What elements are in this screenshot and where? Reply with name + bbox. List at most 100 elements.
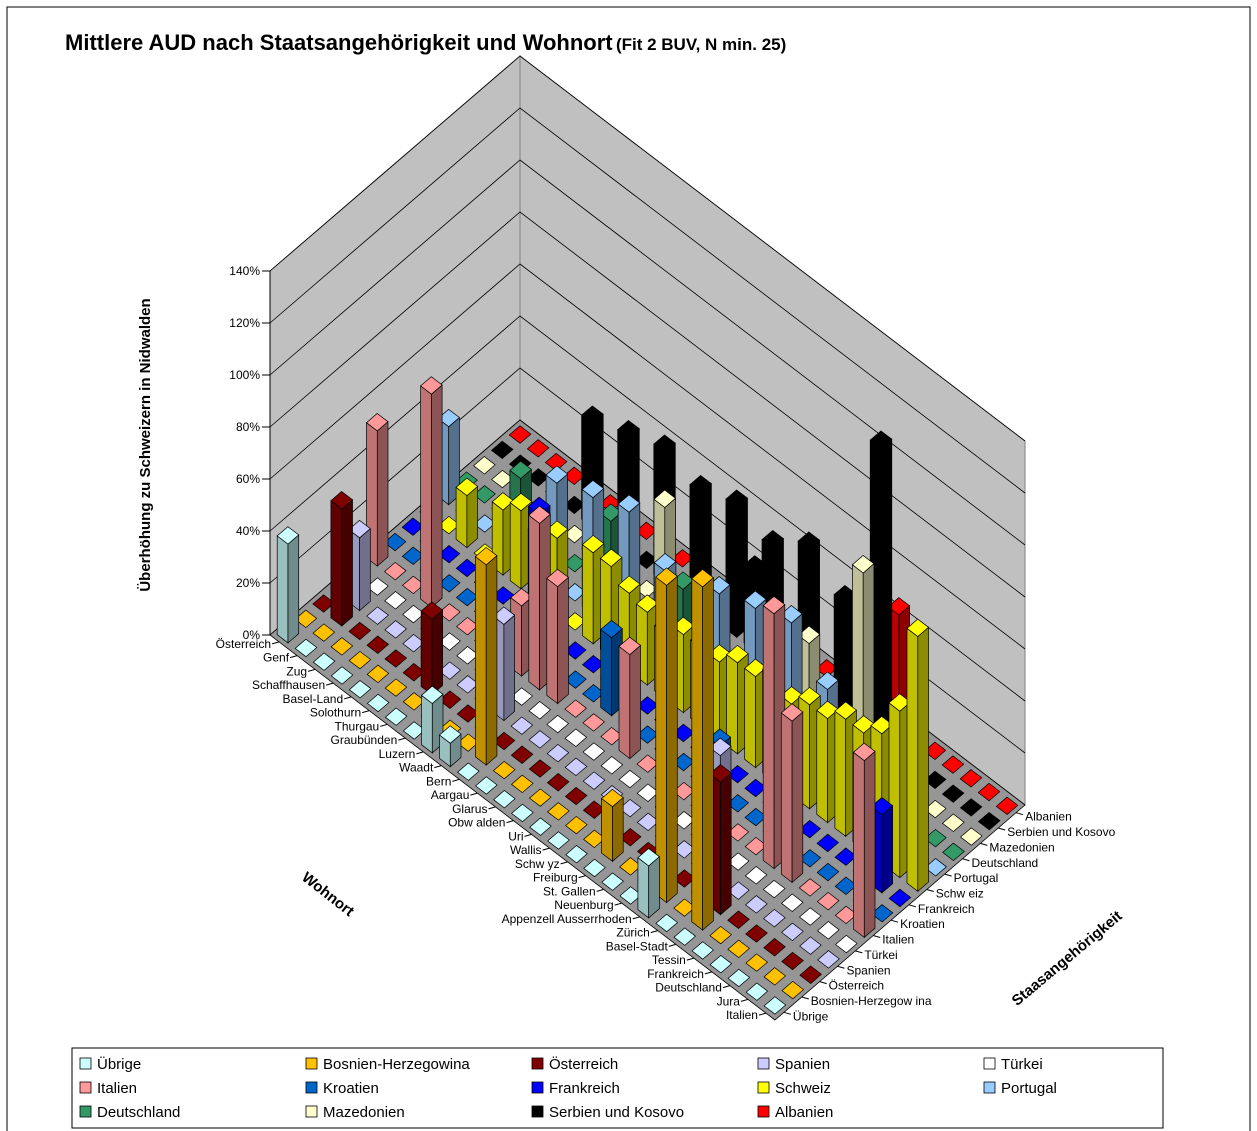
bar xyxy=(835,934,858,954)
bar xyxy=(330,637,354,656)
x-tick-label: Appenzell Ausserrhoden xyxy=(502,912,632,926)
bar-top xyxy=(852,742,876,762)
bar xyxy=(366,606,389,625)
x-tick-label: Italien xyxy=(726,1008,758,1022)
bar-top xyxy=(366,606,389,625)
bar xyxy=(781,922,804,942)
bar-top xyxy=(816,921,840,940)
bar-top xyxy=(582,771,606,790)
bar-top xyxy=(798,907,822,926)
bar-left-face xyxy=(455,486,468,549)
bar-top xyxy=(941,755,965,774)
x-tick xyxy=(271,641,280,645)
bar xyxy=(618,636,642,760)
bar-top xyxy=(581,405,604,424)
bar xyxy=(401,517,425,536)
bar-top xyxy=(780,703,804,722)
bar xyxy=(456,762,480,781)
bar-top xyxy=(546,802,570,821)
y-tick-label: 40% xyxy=(236,524,260,538)
bar-top xyxy=(493,790,516,809)
bar-top xyxy=(509,460,532,480)
bar xyxy=(691,568,714,931)
bar-top xyxy=(581,479,605,499)
bar-right-face xyxy=(503,614,515,722)
x-tick xyxy=(740,998,749,1002)
bar-top xyxy=(799,936,822,955)
y-tick-label: 100% xyxy=(229,368,260,382)
bar-left-face xyxy=(601,797,613,863)
bar-top xyxy=(564,728,588,747)
legend-swatch xyxy=(983,1081,996,1094)
bar xyxy=(763,967,787,986)
bar xyxy=(528,730,552,749)
bar-left-face xyxy=(853,751,865,939)
bar-top xyxy=(816,891,840,911)
bar-left-face xyxy=(816,709,828,824)
bar-top xyxy=(330,637,354,656)
bar xyxy=(456,675,480,694)
bar xyxy=(510,774,534,794)
bar xyxy=(547,831,570,850)
bar xyxy=(455,477,479,549)
bar xyxy=(348,650,372,670)
bar-top xyxy=(473,456,496,475)
legend-swatch xyxy=(305,1105,318,1118)
bar xyxy=(330,666,354,685)
bar-top xyxy=(366,693,390,713)
bar-top xyxy=(995,796,1019,815)
bar-top xyxy=(744,778,767,798)
x-tick xyxy=(344,696,352,700)
bar-left-face xyxy=(546,577,558,705)
bar-top xyxy=(510,745,534,764)
x-tick-label: Tessin xyxy=(652,953,686,967)
bar xyxy=(420,376,443,609)
x-tick-label: Deutschland xyxy=(655,981,722,995)
bar-top xyxy=(384,649,408,668)
z-tick-label: Serbien und Kosovo xyxy=(1007,825,1115,839)
x-tick-label: Neuenburg xyxy=(554,898,613,912)
z-tick-label: Albanien xyxy=(1025,810,1072,824)
bar-top xyxy=(635,594,659,613)
bar-top xyxy=(420,376,443,395)
z-tick-label: Italien xyxy=(882,933,914,947)
bar xyxy=(330,491,354,627)
bar-top xyxy=(655,913,679,933)
z-tick xyxy=(926,888,934,892)
bar xyxy=(511,803,534,823)
legend-label: Portugal xyxy=(1001,1080,1057,1097)
legend-label: Deutschland xyxy=(97,1104,180,1121)
bar-top xyxy=(727,939,750,959)
bar-top xyxy=(511,803,534,823)
bar-top xyxy=(455,587,479,607)
bar-top xyxy=(745,982,769,1001)
bar xyxy=(582,713,605,732)
bar xyxy=(565,845,588,864)
bar-top xyxy=(743,590,767,609)
bar-top xyxy=(745,953,769,972)
z-tick xyxy=(1015,812,1024,816)
bar-top xyxy=(509,492,533,512)
bar-top xyxy=(456,762,480,781)
legend-swatch xyxy=(983,1057,996,1070)
bar-top xyxy=(545,465,569,484)
bar-left-face xyxy=(637,856,650,919)
x-tick xyxy=(289,655,298,659)
x-tick-label: Schw yz xyxy=(515,857,560,871)
legend-label: Italien xyxy=(97,1080,137,1097)
legend-label: Frankreich xyxy=(549,1080,620,1097)
bar-top xyxy=(851,555,875,574)
z-tick xyxy=(819,981,827,985)
bar-top xyxy=(762,879,786,899)
bar-top xyxy=(490,440,514,460)
z-tick xyxy=(873,935,881,939)
x-tick-label: Zug xyxy=(286,664,307,678)
y-tick-label: 0% xyxy=(243,628,261,642)
bar xyxy=(546,802,570,821)
z-tick-label: Kroatien xyxy=(900,917,945,931)
bar xyxy=(655,913,679,933)
x-tick xyxy=(560,861,568,865)
bar xyxy=(312,623,336,642)
bar-top xyxy=(942,842,965,862)
